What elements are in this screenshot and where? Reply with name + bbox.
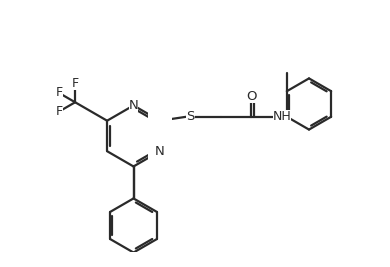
Text: F: F: [55, 87, 62, 99]
Text: N: N: [129, 99, 138, 112]
Text: NH: NH: [273, 110, 291, 123]
Text: N: N: [155, 145, 165, 158]
Text: S: S: [186, 110, 195, 123]
Text: N: N: [155, 114, 165, 127]
Text: F: F: [55, 105, 62, 118]
Text: N: N: [155, 145, 165, 158]
Text: F: F: [72, 77, 79, 90]
Text: O: O: [246, 90, 257, 103]
